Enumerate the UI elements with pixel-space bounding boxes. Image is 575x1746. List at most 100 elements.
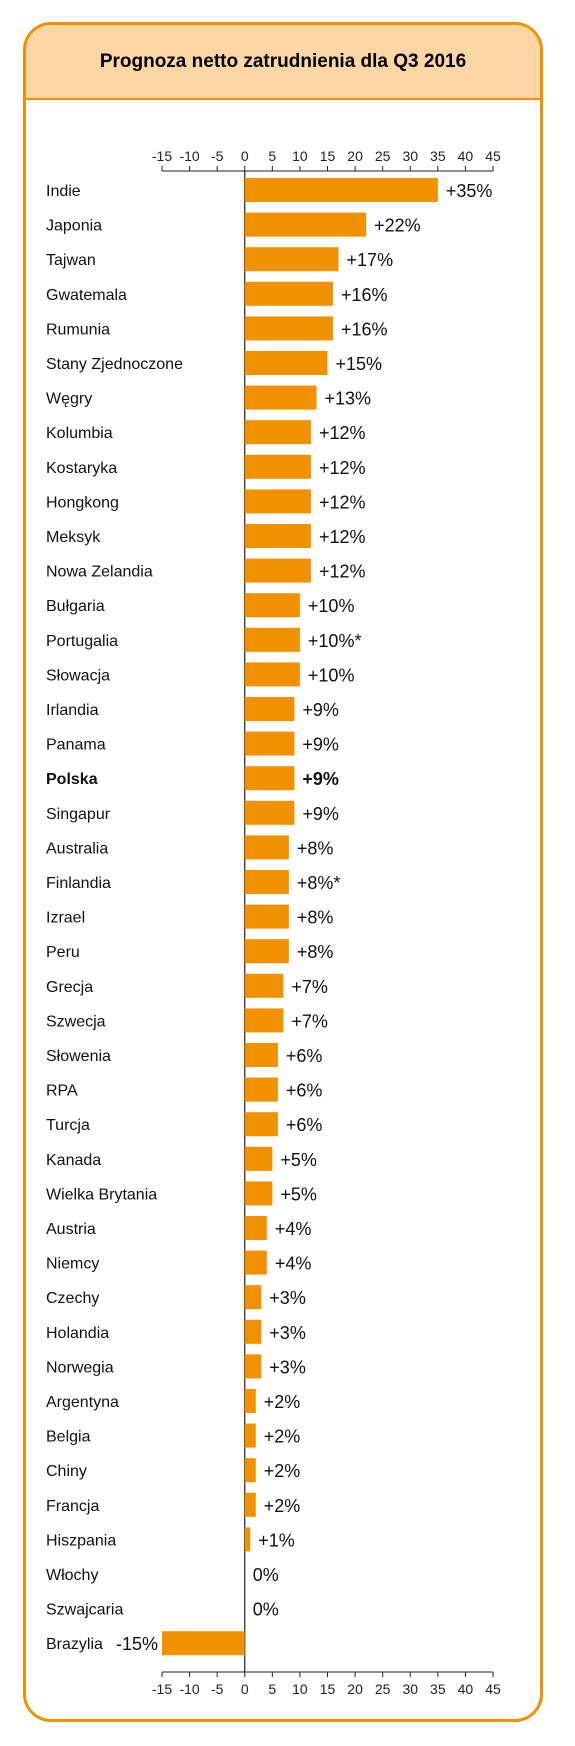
bar (244, 489, 311, 514)
category-label: Węgry (46, 391, 92, 408)
category-label: Belgia (46, 1429, 91, 1446)
bottom-tick-label: 45 (485, 1681, 501, 1697)
value-label: +8% (297, 908, 334, 928)
value-label: +1% (258, 1530, 295, 1550)
category-label: Indie (46, 183, 81, 200)
value-label: +2% (264, 1427, 301, 1447)
bar (244, 939, 289, 964)
bar (244, 558, 311, 583)
chart-title: Prognoza netto zatrudnienia dla Q3 2016 (99, 50, 467, 72)
value-label: +16% (341, 285, 388, 305)
value-label: +4% (275, 1254, 312, 1274)
category-label: Hiszpania (46, 1532, 116, 1549)
bar (244, 1146, 273, 1171)
category-label: Singapur (46, 806, 111, 823)
value-label: +3% (269, 1357, 306, 1377)
bar (244, 627, 300, 652)
bar (244, 1216, 267, 1240)
bar (244, 385, 317, 410)
value-label: +13% (324, 389, 371, 409)
bar (244, 1043, 278, 1067)
category-label: Australia (46, 840, 108, 857)
chart-header: Prognoza netto zatrudnienia dla Q3 2016 (26, 25, 540, 100)
value-label: +10%* (308, 631, 362, 651)
bottom-tick-label: -15 (152, 1681, 172, 1697)
top-tick-label: 45 (485, 148, 501, 164)
bar (244, 1008, 284, 1033)
bar (244, 1112, 278, 1137)
top-tick-label: 5 (268, 148, 276, 164)
bar (244, 1319, 262, 1344)
category-label: Norwegia (46, 1359, 114, 1376)
top-tick-label: 0 (241, 148, 249, 164)
value-label: +17% (347, 250, 394, 270)
top-tick-label: 20 (347, 148, 363, 164)
bar (244, 800, 295, 825)
category-label: Japonia (46, 218, 102, 235)
value-label: +5% (280, 1184, 317, 1204)
bar (244, 247, 339, 272)
bar (244, 766, 295, 791)
value-label: 0% (253, 1565, 279, 1585)
category-label: Kolumbia (46, 425, 113, 442)
bar (162, 1631, 245, 1656)
value-label: +16% (341, 319, 388, 339)
bar (244, 1181, 273, 1206)
category-label: Nowa Zelandia (46, 564, 153, 581)
category-label: Brazylia (46, 1636, 103, 1653)
bar (244, 212, 367, 237)
category-label: Szwajcaria (46, 1602, 123, 1619)
top-tick-label: 30 (402, 148, 418, 164)
category-label: Słowacja (46, 667, 110, 684)
category-label: Rumunia (46, 321, 110, 338)
category-label: Francja (46, 1498, 99, 1515)
bar (244, 524, 311, 548)
value-label: +4% (275, 1219, 312, 1239)
value-label: 0% (253, 1600, 279, 1620)
bar (244, 1354, 262, 1379)
bar (244, 1285, 262, 1310)
top-tick-label: -10 (179, 148, 199, 164)
category-label: RPA (46, 1083, 78, 1100)
bar (244, 1250, 267, 1275)
top-tick-label: -5 (211, 148, 224, 164)
category-label: Finlandia (46, 875, 111, 892)
category-label: Bułgaria (46, 598, 105, 615)
value-label: +35% (446, 181, 493, 201)
value-label: +7% (291, 1011, 328, 1031)
bottom-tick-label: 30 (402, 1681, 418, 1697)
category-label: Panama (46, 737, 106, 754)
bar (244, 351, 328, 375)
bottom-tick-label: 0 (241, 1681, 249, 1697)
value-label: +15% (336, 354, 383, 374)
value-label: +12% (319, 423, 366, 443)
value-label: +12% (319, 562, 366, 582)
value-label: +10% (308, 665, 355, 685)
category-label: Hongkong (46, 494, 119, 511)
value-label: +6% (286, 1046, 323, 1066)
bar (244, 1458, 256, 1483)
value-label: +6% (286, 1115, 323, 1135)
value-label: +9% (302, 769, 339, 789)
value-label: +3% (269, 1323, 306, 1343)
top-tick-label: -15 (152, 148, 172, 164)
value-label: +7% (291, 977, 328, 997)
category-label: Holandia (46, 1325, 109, 1342)
top-tick-label: 35 (430, 148, 446, 164)
bar (244, 1389, 256, 1413)
category-label: Austria (46, 1221, 96, 1238)
category-label: Peru (46, 944, 80, 961)
value-label: +22% (374, 216, 421, 236)
bar (244, 904, 289, 929)
category-label: Włochy (46, 1567, 98, 1584)
category-label: Wielka Brytania (46, 1186, 157, 1203)
bar (244, 870, 289, 894)
bar (244, 731, 295, 756)
bottom-tick-label: 25 (375, 1681, 391, 1697)
value-label: +2% (264, 1392, 301, 1412)
value-label: +10% (308, 596, 355, 616)
top-tick-label: 15 (320, 148, 336, 164)
value-label: -15% (116, 1634, 158, 1654)
bar (244, 316, 334, 341)
